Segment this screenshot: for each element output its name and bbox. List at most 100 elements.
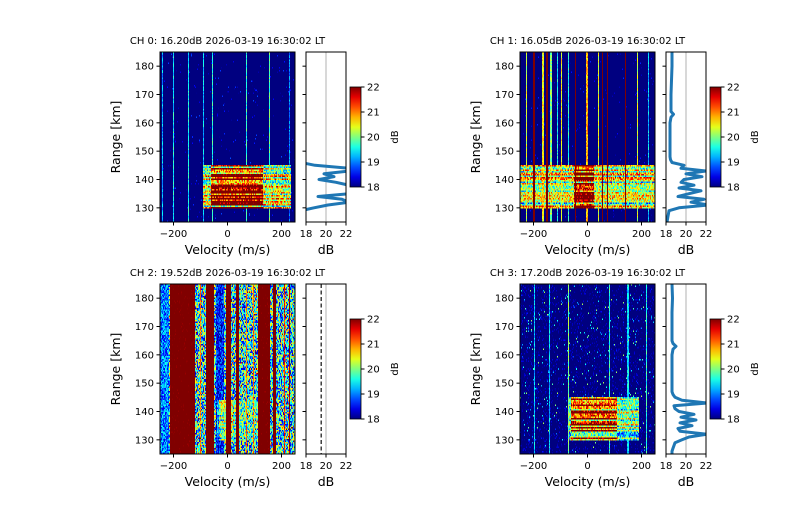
profile-x-axis-label: dB [318, 474, 335, 489]
x-tick-label: 0 [584, 229, 590, 240]
y-axis-label: Range [km] [468, 333, 483, 406]
profile-line [666, 52, 706, 222]
heatmap-ch2 [160, 284, 295, 454]
colorbar-tick-label: 22 [367, 83, 380, 94]
colorbar [349, 318, 362, 420]
profile-x-tick-label: 22 [700, 229, 713, 240]
profile-line [306, 161, 346, 212]
y-tick-label: 180 [495, 62, 514, 73]
profile-x-tick-label: 18 [660, 461, 673, 472]
heatmap-ch0 [160, 52, 295, 222]
panel-ch1: CH 1: 16.05dB 2026-03-19 16:30:02 LT −200… [468, 36, 761, 257]
y-tick-label: 140 [495, 175, 514, 186]
y-tick-label: 150 [135, 379, 154, 390]
x-axis-label: Velocity (m/s) [545, 242, 631, 257]
colorbar [709, 86, 722, 188]
y-tick-label: 160 [495, 118, 514, 129]
y-tick-label: 130 [495, 435, 514, 446]
profile-line [670, 284, 706, 454]
colorbar-tick-label: 22 [367, 315, 380, 326]
profile-x-tick-label: 20 [320, 461, 333, 472]
heatmap-frame [519, 283, 656, 455]
profile-x-tick-label: 20 [680, 461, 693, 472]
heatmap-frame [159, 51, 296, 223]
profile-x-tick-label: 22 [700, 461, 713, 472]
y-tick-label: 170 [135, 322, 154, 333]
colorbar-label: dB [390, 362, 401, 375]
x-tick-label: −200 [520, 461, 547, 472]
x-tick-label: −200 [520, 229, 547, 240]
x-tick-label: 200 [632, 229, 651, 240]
y-tick-label: 130 [135, 435, 154, 446]
x-tick-label: 0 [224, 461, 230, 472]
profile-x-axis-label: dB [678, 242, 695, 257]
profile-x-axis-label: dB [678, 474, 695, 489]
colorbar-tick-label: 21 [367, 108, 380, 119]
colorbar-tick-label: 21 [367, 340, 380, 351]
colorbar-label: dB [750, 362, 761, 375]
colorbar-label: dB [390, 130, 401, 143]
panel-ch2: CH 2: 19.52dB 2026-03-19 16:30:02 LT −200… [108, 268, 401, 489]
y-tick-label: 160 [135, 118, 154, 129]
colorbar-label: dB [750, 130, 761, 143]
y-tick-label: 150 [495, 379, 514, 390]
panel-title: CH 3: 17.20dB 2026-03-19 16:30:02 LT [490, 268, 686, 279]
colorbar-tick-label: 19 [367, 390, 380, 401]
colorbar-tick-label: 22 [727, 83, 740, 94]
panel-title: CH 1: 16.05dB 2026-03-19 16:30:02 LT [490, 36, 686, 47]
panel-ch0: CH 0: 16.20dB 2026-03-19 16:30:02 LT −200… [108, 36, 401, 257]
y-tick-label: 170 [135, 90, 154, 101]
colorbar [349, 86, 362, 188]
heatmap-ch1 [520, 52, 655, 222]
y-tick-label: 180 [135, 62, 154, 73]
x-tick-label: −200 [160, 229, 187, 240]
panel-ch3: CH 3: 17.20dB 2026-03-19 16:30:02 LT −200… [468, 268, 761, 489]
x-axis-label: Velocity (m/s) [185, 474, 271, 489]
colorbar-tick-label: 18 [367, 415, 380, 426]
profile-x-axis-label: dB [318, 242, 335, 257]
profile-x-tick-label: 20 [680, 229, 693, 240]
y-tick-label: 170 [495, 90, 514, 101]
colorbar-tick-label: 20 [727, 133, 740, 144]
y-tick-label: 180 [495, 294, 514, 305]
colorbar-tick-label: 22 [727, 315, 740, 326]
panel-title: CH 2: 19.52dB 2026-03-19 16:30:02 LT [130, 268, 326, 279]
y-tick-label: 140 [135, 175, 154, 186]
colorbar-tick-label: 20 [727, 365, 740, 376]
profile-x-tick-label: 20 [320, 229, 333, 240]
heatmap-ch3 [520, 284, 655, 454]
heatmap-frame [519, 51, 656, 223]
x-axis-label: Velocity (m/s) [545, 474, 631, 489]
colorbar-tick-label: 18 [727, 415, 740, 426]
panel-title: CH 0: 16.20dB 2026-03-19 16:30:02 LT [130, 36, 326, 47]
profile-x-tick-label: 18 [660, 229, 673, 240]
y-tick-label: 150 [135, 147, 154, 158]
profile-x-tick-label: 18 [300, 229, 313, 240]
y-tick-label: 160 [495, 350, 514, 361]
colorbar-tick-label: 19 [367, 158, 380, 169]
x-tick-label: 0 [224, 229, 230, 240]
y-tick-label: 170 [495, 322, 514, 333]
y-tick-label: 180 [135, 294, 154, 305]
y-tick-label: 130 [135, 203, 154, 214]
colorbar [709, 318, 722, 420]
x-tick-label: 200 [272, 461, 291, 472]
colorbar-tick-label: 21 [727, 108, 740, 119]
y-axis-label: Range [km] [468, 101, 483, 174]
x-tick-label: 0 [584, 461, 590, 472]
colorbar-tick-label: 20 [367, 133, 380, 144]
colorbar-tick-label: 18 [727, 183, 740, 194]
y-tick-label: 140 [495, 407, 514, 418]
y-tick-label: 160 [135, 350, 154, 361]
x-tick-label: 200 [272, 229, 291, 240]
colorbar-tick-label: 20 [367, 365, 380, 376]
profile-x-tick-label: 18 [300, 461, 313, 472]
heatmap-frame [159, 283, 296, 455]
y-tick-label: 140 [135, 407, 154, 418]
x-tick-label: 200 [632, 461, 651, 472]
x-tick-label: −200 [160, 461, 187, 472]
colorbar-tick-label: 21 [727, 340, 740, 351]
y-tick-label: 130 [495, 203, 514, 214]
